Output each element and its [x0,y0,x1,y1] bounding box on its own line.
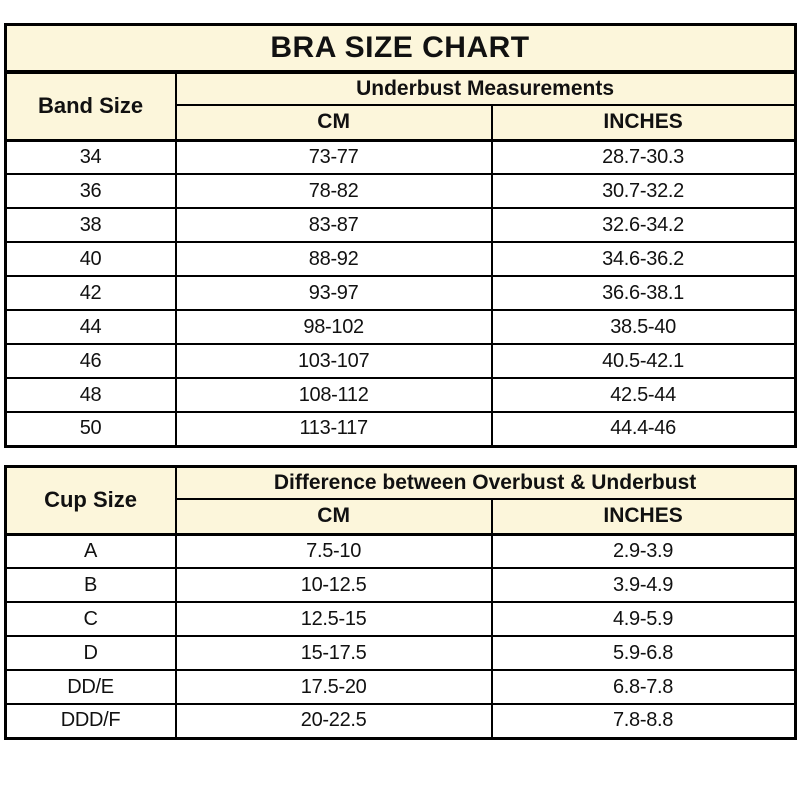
inches-column-header: INCHES [490,104,797,142]
inches-cell: 2.9-3.9 [490,533,797,569]
cm-cell: 113-117 [174,411,493,447]
band-size-table: BRA SIZE CHART Band Size Underbust Measu… [3,23,797,448]
cup-size-cell: A [4,533,177,569]
cm-cell: 12.5-15 [174,601,493,637]
cm-cell: 7.5-10 [174,533,493,569]
band-size-cell: 34 [4,139,177,175]
cup-size-table: Cup Size Difference between Overbust & U… [3,464,797,740]
cup-size-cell: DD/E [4,669,177,705]
cm-cell: 15-17.5 [174,635,493,671]
inches-cell: 32.6-34.2 [490,207,797,243]
band-size-cell: 44 [4,309,177,345]
cm-cell: 10-12.5 [174,567,493,603]
inches-cell: 44.4-46 [490,411,797,447]
sub-header-row: CM INCHES [5,104,797,142]
title-row: BRA SIZE CHART [4,23,796,74]
group-header-row: Cup Size Difference between Overbust & U… [4,465,797,536]
cup-size-cell: B [4,567,177,603]
inches-cell: 42.5-44 [490,377,797,413]
cup-size-cell: C [4,601,177,637]
band-size-cell: 36 [4,173,177,209]
sub-header-row: CM INCHES [5,498,797,536]
inches-cell: 38.5-40 [490,309,797,345]
table-row: 40 88-92 34.6-36.2 [4,241,797,277]
band-size-cell: 42 [4,275,177,311]
cm-cell: 88-92 [174,241,493,277]
cm-column-header: CM [174,104,493,142]
underbust-measurements-header: Underbust Measurements [174,71,797,106]
difference-overbust-underbust-header: Difference between Overbust & Underbust [174,465,797,500]
inches-column-header: INCHES [490,498,797,536]
inches-cell: 34.6-36.2 [490,241,797,277]
band-size-cell: 38 [4,207,177,243]
cup-size-cell: D [4,635,177,671]
inches-cell: 7.8-8.8 [490,703,797,739]
table-row: 36 78-82 30.7-32.2 [4,173,797,209]
cup-size-header: Cup Size [4,465,177,536]
table-row: 42 93-97 36.6-38.1 [4,275,797,311]
table-row: A 7.5-10 2.9-3.9 [4,533,797,569]
inches-cell: 3.9-4.9 [490,567,797,603]
inches-cell: 36.6-38.1 [490,275,797,311]
cm-cell: 17.5-20 [174,669,493,705]
inches-cell: 28.7-30.3 [490,139,797,175]
table-row: D 15-17.5 5.9-6.8 [4,635,797,671]
table-row: 34 73-77 28.7-30.3 [4,139,797,175]
cm-column-header: CM [174,498,493,536]
band-size-cell: 48 [4,377,177,413]
group-header-row: Band Size Underbust Measurements [4,71,797,142]
table-row: C 12.5-15 4.9-5.9 [4,601,797,637]
cm-cell: 103-107 [174,343,493,379]
inches-cell: 4.9-5.9 [490,601,797,637]
inches-cell: 6.8-7.8 [490,669,797,705]
cm-cell: 108-112 [174,377,493,413]
table-row: B 10-12.5 3.9-4.9 [4,567,797,603]
inches-cell: 5.9-6.8 [490,635,797,671]
band-size-cell: 46 [4,343,177,379]
table-row: 50 113-117 44.4-46 [4,411,797,447]
table-row: 48 108-112 42.5-44 [4,377,797,413]
cm-cell: 83-87 [174,207,493,243]
cm-cell: 93-97 [174,275,493,311]
cm-cell: 20-22.5 [174,703,493,739]
band-size-cell: 40 [4,241,177,277]
cup-size-cell: DDD/F [4,703,177,739]
band-size-header: Band Size [4,71,177,142]
table-row: 44 98-102 38.5-40 [4,309,797,345]
table-row: DDD/F 20-22.5 7.8-8.8 [4,703,797,739]
band-size-cell: 50 [4,411,177,447]
table-row: DD/E 17.5-20 6.8-7.8 [4,669,797,705]
inches-cell: 40.5-42.1 [490,343,797,379]
chart-title: BRA SIZE CHART [4,23,796,74]
inches-cell: 30.7-32.2 [490,173,797,209]
table-row: 46 103-107 40.5-42.1 [4,343,797,379]
cm-cell: 78-82 [174,173,493,209]
cm-cell: 98-102 [174,309,493,345]
cm-cell: 73-77 [174,139,493,175]
table-row: 38 83-87 32.6-34.2 [4,207,797,243]
